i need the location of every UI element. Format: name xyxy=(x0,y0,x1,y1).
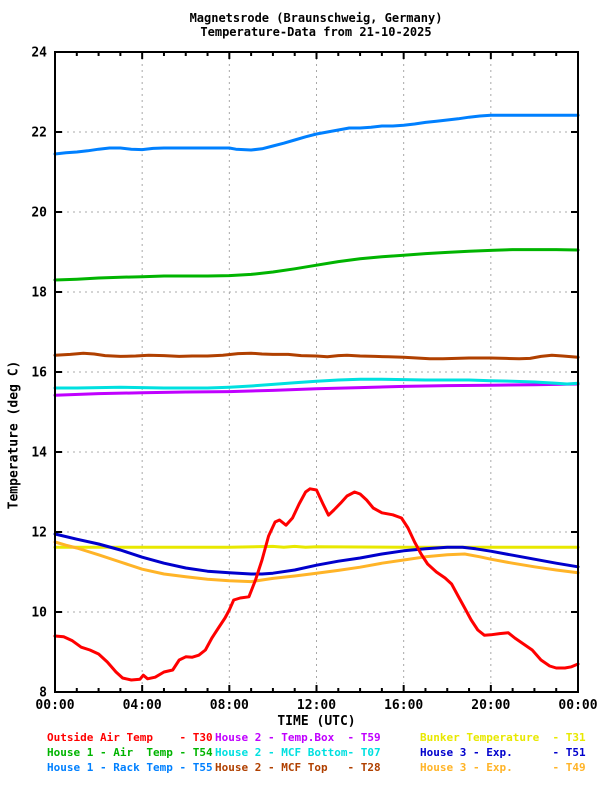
x-axis-label: TIME (UTC) xyxy=(277,714,356,729)
legend-entry-T59: House 2 - Temp.Box - T59 xyxy=(215,731,381,744)
y-tick-label: 16 xyxy=(31,366,47,381)
series-line-T59 xyxy=(53,382,580,397)
legend-entry-T07: House 2 - MCF Bottom- T07 xyxy=(215,746,381,759)
legend-entry-T30: Outside Air Temp - T30 xyxy=(47,731,213,744)
legend-entry-T49: House 3 - Exp. - T49 xyxy=(420,761,586,774)
y-tick-label: 20 xyxy=(31,206,47,221)
y-axis-label: Temperature (deg C) xyxy=(6,360,22,510)
x-tick-label: 12:00 xyxy=(297,698,336,713)
x-tick-label: 08:00 xyxy=(210,698,249,713)
series-line-T51 xyxy=(53,532,580,576)
series-line-T49 xyxy=(53,540,580,584)
series-line-T55 xyxy=(53,113,580,156)
y-tick-label: 22 xyxy=(31,126,47,141)
x-tick-label: 00:00 xyxy=(35,698,74,713)
y-tick-label: 14 xyxy=(31,446,47,461)
x-tick-label: 00:00 xyxy=(558,698,597,713)
series-line-T07 xyxy=(53,377,580,390)
series-line-T54 xyxy=(53,248,580,282)
x-tick-label: 16:00 xyxy=(384,698,423,713)
legend-entry-T51: House 3 - Exp. - T51 xyxy=(420,746,586,759)
y-tick-label: 18 xyxy=(31,286,47,301)
series-line-T31 xyxy=(53,544,580,549)
legend-entry-T28: House 2 - MCF Top - T28 xyxy=(215,761,381,774)
chart-title-line1: Magnetsrode (Braunschweig, Germany) xyxy=(189,11,443,25)
series-line-T28 xyxy=(53,351,580,361)
x-tick-label: 04:00 xyxy=(123,698,162,713)
legend-entry-T54: House 1 - Air Temp - T54 xyxy=(47,746,213,759)
y-tick-label: 12 xyxy=(31,526,47,541)
series-line-T30 xyxy=(53,487,580,682)
legend-entry-T55: House 1 - Rack Temp - T55 xyxy=(47,761,213,774)
y-tick-label: 8 xyxy=(39,686,47,701)
plot-area: 8 10 12 14 16 18 20 22 24 00:00 04:00 08:00 12:00 16:… xyxy=(31,46,597,714)
y-tick-label: 24 xyxy=(31,46,47,61)
legend-entry-T31: Bunker Temperature - T31 xyxy=(420,731,586,744)
x-tick-label: 20:00 xyxy=(471,698,510,713)
y-tick-label: 10 xyxy=(31,606,47,621)
chart-title-line2: Temperature-Data from 21-10-2025 xyxy=(200,25,432,39)
